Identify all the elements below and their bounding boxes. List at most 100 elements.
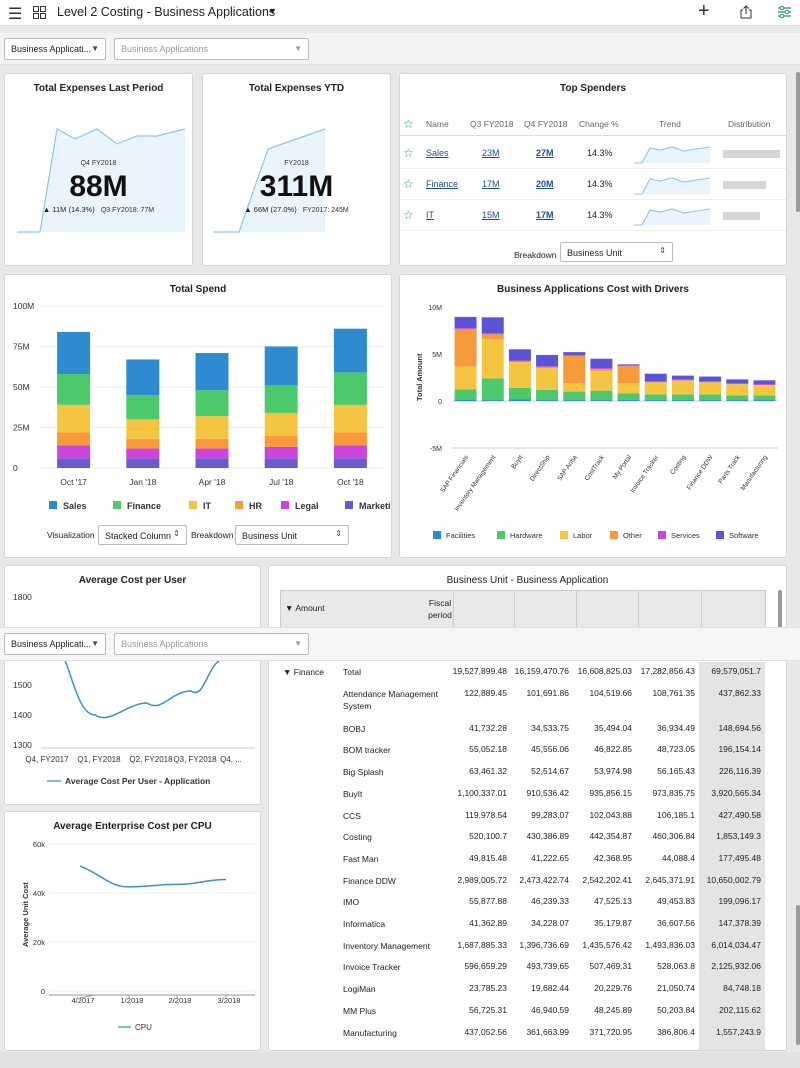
bar-segment (454, 329, 477, 367)
spender-row[interactable]: ☆ IT 15M 17M 14.3% (400, 200, 786, 231)
cell-q4: 2,645,371.91 (645, 874, 695, 885)
bar-segment (481, 378, 504, 401)
table-row: Invoice Tracker 596,659.29 493,739.65 507,4… (279, 961, 765, 983)
cell-q2: 41,222.65 (531, 852, 569, 863)
col-q4[interactable]: Q4 FY2018 (524, 119, 568, 129)
bar-segment (671, 394, 694, 401)
col-name[interactable]: Name (426, 119, 449, 129)
y-tick-label: 1400 (13, 710, 32, 720)
bar-segment (699, 400, 722, 401)
app-name: MM Plus (343, 1005, 377, 1016)
cell-q4: 460,306.84 (652, 831, 695, 842)
spender-q4[interactable]: 17M (536, 210, 554, 220)
cell-q2: 34,533.75 (531, 722, 569, 733)
legend-swatch (560, 531, 568, 539)
business-app-filter[interactable]: Business Applicati... ▼ (4, 38, 106, 60)
spender-row[interactable]: ☆ Sales 23M 27M 14.3% (400, 138, 786, 169)
app-name: Invoice Tracker (343, 962, 401, 973)
legend-swatch (497, 531, 505, 539)
cell-q4: 48,723.05 (657, 744, 695, 755)
bar-segment (481, 334, 504, 339)
x-tick-label: 2/2018 (169, 996, 192, 1005)
cell-q4: 106,185.1 (657, 809, 695, 820)
col-change[interactable]: Change % (579, 119, 619, 129)
star-icon[interactable]: ☆ (403, 177, 414, 191)
legend-swatch (235, 501, 243, 509)
card-title: Business Applications Cost with Drivers (497, 284, 689, 295)
spender-q4[interactable]: 27M (536, 148, 554, 158)
avg-user-chart: 1800 1500 1400 1300 Q4, FY2017 Q1, FY2018 Q2, … (13, 592, 255, 786)
app-name: Attendance Management System (343, 689, 438, 711)
table-scrollbar[interactable] (778, 590, 782, 628)
spender-name[interactable]: Sales (426, 148, 449, 158)
table-row: Finance DDW 2,989,005.72 2,473,422.74 2,542… (279, 875, 765, 897)
group-label: Finance (293, 667, 325, 677)
table-row: IMO 55,877.88 46,239.33 47,525.13 49,453.83 1… (279, 896, 765, 918)
bar-segment (333, 404, 367, 433)
star-icon[interactable]: ☆ (403, 117, 414, 131)
cell-q4: 56,165.43 (657, 766, 695, 777)
kpi-period: Q4 FY2018 (80, 160, 117, 167)
total-column-bg (699, 662, 765, 1050)
legend-label: Average Cost Per User - Application (65, 776, 210, 786)
bar-segment (264, 412, 298, 436)
spender-q3[interactable]: 23M (482, 148, 500, 158)
spender-name[interactable]: Finance (426, 179, 459, 189)
amount-header[interactable]: ▼ Amount (285, 603, 325, 613)
visualization-select[interactable]: Stacked Column ⇕ (98, 525, 187, 545)
kpi-value: 311M (259, 170, 334, 203)
business-app-filter[interactable]: Business Applicati... ▼ (4, 633, 106, 655)
page-scrollbar[interactable] (796, 72, 800, 212)
spender-q3[interactable]: 15M (482, 210, 500, 220)
spender-q3[interactable]: 17M (482, 179, 500, 189)
y-tick-label: 40k (33, 889, 45, 898)
bar-segment (333, 328, 367, 373)
bar-segment (508, 387, 531, 400)
business-app-secondary-filter[interactable]: Business Applications ▼ (114, 38, 309, 60)
table-row: Fast Man 49,815.48 41,222.65 42,368.95 44,08… (279, 853, 765, 875)
plus-icon[interactable]: + (698, 0, 710, 22)
y-tick-label: 60k (33, 840, 45, 849)
cell-total: 1,853,149.3 (716, 831, 761, 842)
bar-segment (753, 385, 776, 396)
cell-q3: 42,368.95 (594, 852, 632, 863)
group-row-finance[interactable]: ▼ Finance (283, 667, 325, 677)
star-icon[interactable]: ☆ (403, 208, 414, 222)
app-name: BOM tracker (343, 745, 391, 756)
business-app-secondary-filter[interactable]: Business Applications ▼ (114, 633, 309, 655)
filter-placeholder: Business Applications (121, 44, 209, 54)
share-icon[interactable] (740, 5, 752, 24)
spender-row[interactable]: ☆ Finance 17M 20M 14.3% (400, 169, 786, 200)
filter-sliders-icon[interactable] (777, 5, 792, 24)
spender-name[interactable]: IT (426, 210, 434, 220)
col-q3[interactable]: Q3 FY2018 (470, 119, 514, 129)
bar-segment (454, 316, 477, 329)
breakdown-select[interactable]: Business Unit ⇕ (560, 242, 673, 262)
grid-icon[interactable] (33, 6, 46, 19)
star-icon[interactable]: ☆ (403, 146, 414, 160)
bar-segment (536, 367, 559, 369)
bar-segment (617, 393, 640, 401)
bu-table-body: ▼ Finance Total 19,527,899.48 16,159,470.7… (279, 662, 765, 1050)
spender-q4[interactable]: 20M (536, 179, 554, 189)
legend-label: Facilities (446, 531, 475, 540)
bar-segment (590, 369, 613, 371)
bar-segment (454, 399, 477, 401)
bar-segment (126, 419, 160, 439)
hamburger-icon[interactable]: ☰ (8, 6, 23, 23)
bar-segment (126, 359, 160, 396)
legend-label: Legal (295, 501, 319, 511)
app-name: Total (343, 667, 361, 677)
bar-segment (454, 328, 477, 330)
breakdown-select[interactable]: Business Unit ⇕ (235, 525, 349, 545)
page-scrollbar-lower[interactable] (796, 905, 800, 1045)
distribution-bar (723, 150, 780, 158)
breakdown-label: Breakdown (514, 250, 557, 260)
cell-total: 6,014,034.47 (711, 939, 761, 950)
cell-q2: 19,682.44 (531, 983, 569, 994)
x-tick-label: 3/2018 (218, 996, 241, 1005)
bar-segment (126, 395, 160, 420)
cell-q2: 493,739.65 (526, 961, 569, 972)
table-row: BuyIt 1,100,337.01 910,536.42 935,856.15 973… (279, 788, 765, 810)
caret-down-icon[interactable]: ▼ (268, 6, 277, 16)
